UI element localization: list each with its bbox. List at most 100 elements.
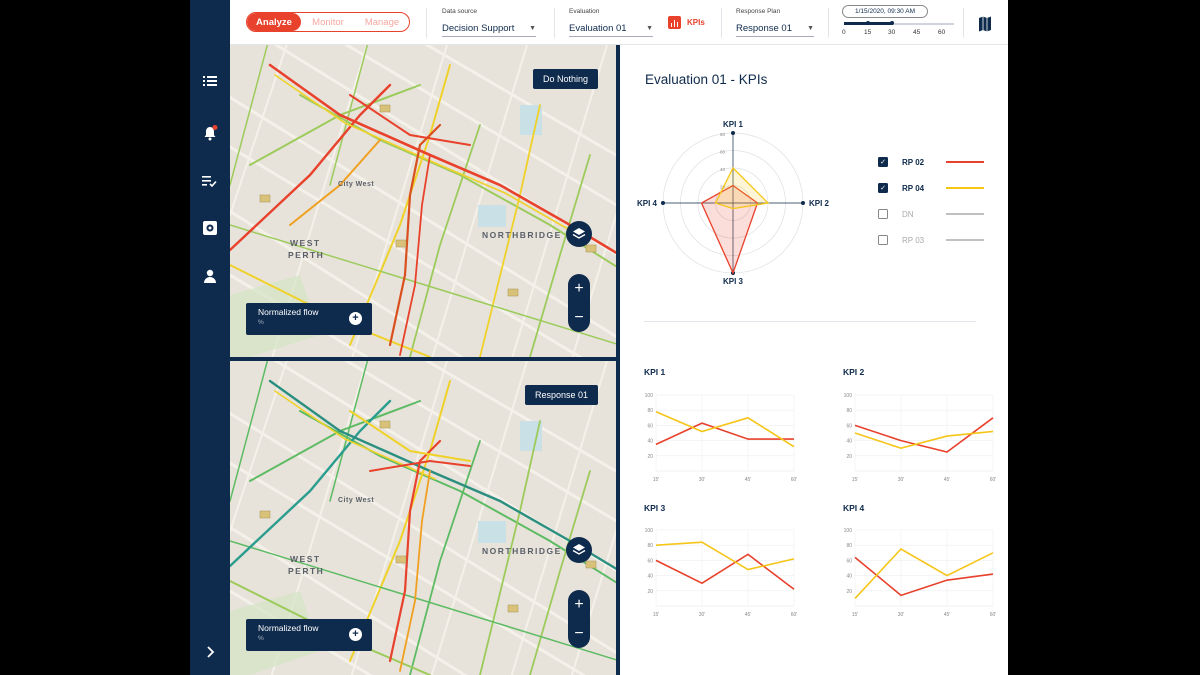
layers-icon: [572, 544, 586, 555]
legend-label: RP 03: [902, 235, 925, 245]
legend-item[interactable]: RP 03: [878, 235, 984, 245]
map-label-city-west: City West: [338, 497, 375, 504]
zoom-out-button[interactable]: −: [574, 308, 584, 326]
legend-checkbox[interactable]: ✓: [878, 183, 888, 193]
settings-icon[interactable]: [199, 217, 221, 239]
legend-item[interactable]: ✓ RP 02: [878, 157, 984, 167]
legend-label: RP 02: [902, 157, 925, 167]
y-tick-label: 80: [846, 408, 852, 414]
legend-checkbox[interactable]: [878, 209, 888, 219]
chevron-down-icon: ▼: [646, 24, 653, 32]
flow-title: Normalized flow: [258, 307, 319, 317]
x-tick-label: 30': [699, 612, 706, 618]
expand-legend-button[interactable]: +: [349, 628, 362, 641]
kpis-label: KPIs: [687, 18, 705, 27]
radar-axis-label: KPI 4: [637, 199, 658, 208]
x-tick-label: 60': [791, 612, 798, 618]
legend-checkbox[interactable]: [878, 235, 888, 245]
kpis-button[interactable]: KPIs: [668, 16, 705, 29]
radar-tick-label: 60: [720, 150, 726, 155]
y-tick-label: 40: [647, 439, 653, 445]
scenario-badge[interactable]: Response 01: [524, 385, 598, 405]
x-tick-label: 60': [990, 477, 997, 483]
scenario-badge[interactable]: Do Nothing: [532, 69, 598, 89]
map-label-perth: PERTH: [288, 566, 325, 576]
user-icon[interactable]: [199, 265, 221, 287]
kpi-2-title: KPI 2: [843, 367, 865, 377]
top-toolbar: Analyze Monitor Manage Data source Decis…: [230, 0, 1008, 45]
app-window: Analyze Monitor Manage Data source Decis…: [190, 0, 1008, 675]
x-tick-label: 30': [699, 477, 706, 483]
layers-button[interactable]: [566, 537, 592, 563]
response-plan-label: Response Plan: [736, 8, 781, 15]
zoom-in-button[interactable]: +: [574, 279, 584, 297]
layers-button[interactable]: [566, 221, 592, 247]
data-source-dropdown[interactable]: Decision Support ▼: [442, 20, 536, 37]
kpi-1-title: KPI 1: [644, 367, 666, 377]
checklist-icon[interactable]: [199, 170, 221, 192]
radar-series-rp-04: [714, 166, 770, 210]
timestamp-badge: 1/15/2020, 09:30 AM: [842, 5, 928, 18]
y-tick-label: 40: [846, 574, 852, 580]
legend-checkbox[interactable]: ✓: [878, 157, 888, 167]
y-tick-label: 100: [844, 393, 853, 399]
legend-swatch: [946, 239, 984, 241]
zoom-out-button[interactable]: −: [574, 624, 584, 642]
series-line-rp-02: [655, 553, 795, 590]
x-tick-label: 45': [745, 477, 752, 483]
x-tick-label: 15': [653, 477, 660, 483]
flow-title: Normalized flow: [258, 623, 319, 633]
mode-manage[interactable]: Manage: [364, 16, 400, 28]
evaluation-dropdown[interactable]: Evaluation 01 ▼: [569, 20, 653, 37]
map-do-nothing[interactable]: WEST PERTH NORTHBRIDGE City West Do Noth…: [230, 45, 616, 357]
legend-item[interactable]: DN: [878, 209, 984, 219]
series-line-rp-02: [655, 422, 794, 446]
radar-axis-end: [801, 201, 805, 205]
response-plan-dropdown[interactable]: Response 01 ▼: [736, 20, 814, 37]
x-tick-label: 15': [653, 612, 660, 618]
divider: [426, 8, 427, 38]
mode-analyze[interactable]: Analyze: [247, 13, 301, 31]
time-tick: 0: [842, 29, 846, 36]
mode-monitor[interactable]: Monitor: [312, 16, 344, 28]
y-tick-label: 100: [645, 393, 654, 399]
kpi-4-title: KPI 4: [843, 503, 865, 513]
response-plan-value: Response 01: [736, 22, 792, 34]
divider: [554, 8, 555, 38]
time-tick: 15: [864, 29, 872, 36]
time-tick: 30: [888, 29, 896, 36]
time-slider[interactable]: [844, 23, 954, 25]
map-label-west: WEST: [290, 554, 321, 564]
map-divider[interactable]: [230, 357, 620, 361]
y-tick-label: 20: [846, 454, 852, 460]
zoom-in-button[interactable]: +: [574, 595, 584, 613]
layers-icon: [572, 228, 586, 239]
radar-tick-label: 20: [720, 185, 726, 190]
chevron-right-icon[interactable]: [199, 641, 221, 663]
x-tick-label: 30': [898, 612, 905, 618]
divider: [963, 8, 964, 38]
series-line-rp-04: [655, 541, 795, 571]
map-response-01[interactable]: WEST PERTH NORTHBRIDGE City West Respons…: [230, 361, 616, 675]
map-icon[interactable]: [978, 16, 992, 32]
list-icon[interactable]: [199, 70, 221, 92]
expand-legend-button[interactable]: +: [349, 312, 362, 325]
y-tick-label: 60: [846, 558, 852, 564]
slider-handle[interactable]: [890, 21, 894, 25]
zoom-control: + −: [568, 274, 590, 332]
kpi-3-line-chart: 20 40 60 80 100 15' 30' 45' 60': [645, 528, 798, 618]
bell-icon[interactable]: [199, 122, 221, 144]
legend-label: RP 04: [902, 183, 925, 193]
flow-unit: %: [258, 635, 264, 642]
chevron-down-icon: ▼: [529, 24, 536, 32]
y-tick-label: 80: [647, 543, 653, 549]
map-label-northbridge: NORTHBRIDGE: [482, 546, 562, 556]
legend-swatch: [946, 187, 984, 189]
legend-swatch: [946, 213, 984, 215]
x-tick-label: 15': [852, 612, 859, 618]
kpi-2-line-chart: 20 40 60 80 100 15' 30' 45' 60': [844, 393, 997, 483]
legend-item[interactable]: ✓ RP 04: [878, 183, 984, 193]
evaluation-value: Evaluation 01: [569, 22, 627, 34]
x-tick-label: 45': [745, 612, 752, 618]
y-tick-label: 20: [647, 589, 653, 595]
